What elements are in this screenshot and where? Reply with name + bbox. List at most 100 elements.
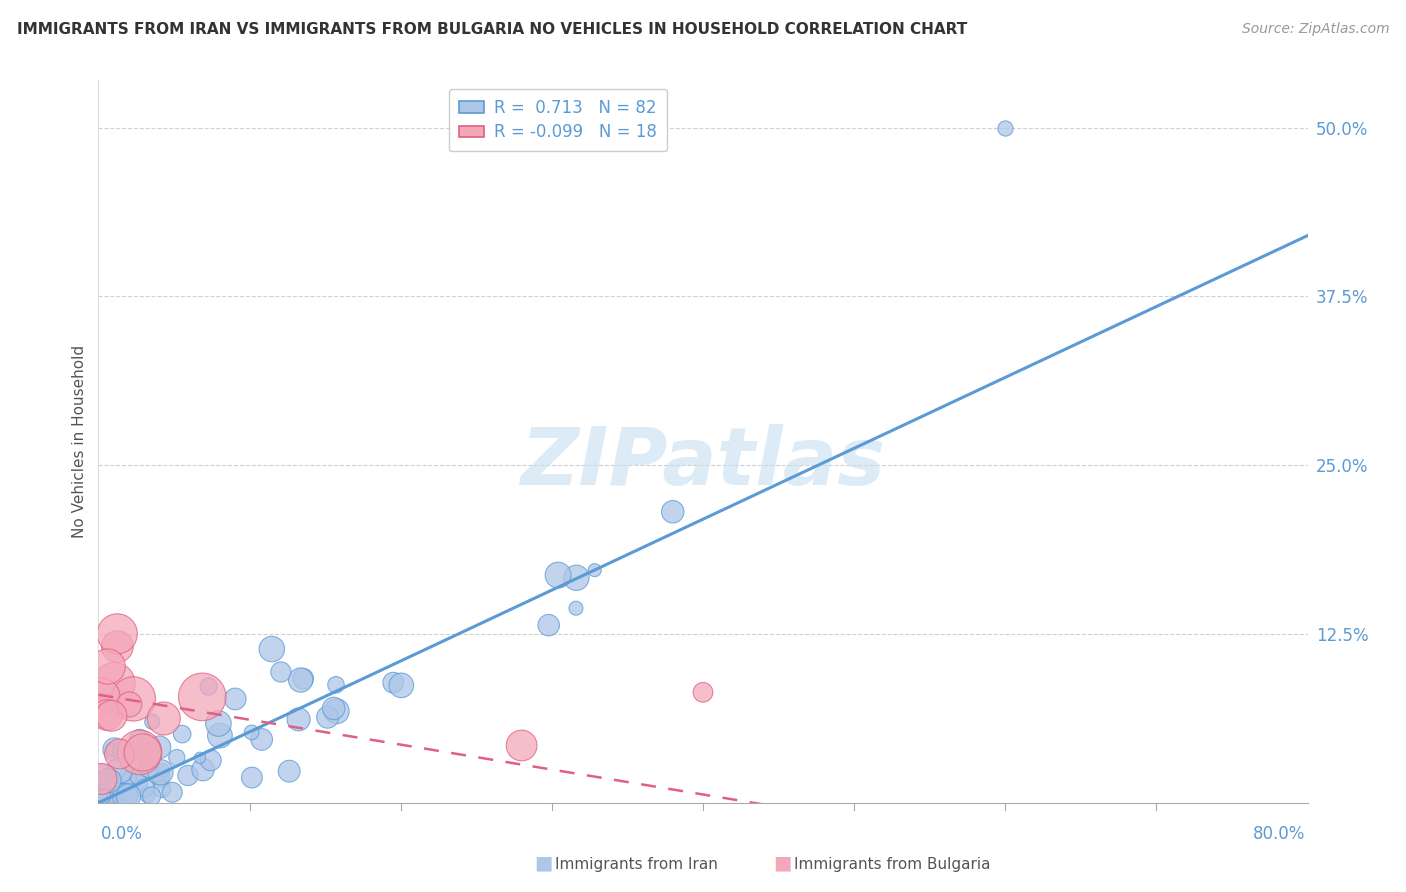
Point bbox=[90, 789, 112, 803]
Point bbox=[112, 789, 135, 803]
Point bbox=[177, 768, 200, 782]
Point bbox=[150, 782, 173, 797]
Legend: R =  0.713   N = 82, R = -0.099   N = 18: R = 0.713 N = 82, R = -0.099 N = 18 bbox=[449, 88, 666, 152]
Point bbox=[191, 690, 214, 704]
Point bbox=[510, 739, 533, 753]
Point bbox=[127, 770, 149, 784]
Point bbox=[240, 725, 263, 739]
Text: Immigrants from Bulgaria: Immigrants from Bulgaria bbox=[794, 857, 991, 872]
Point bbox=[565, 601, 588, 615]
Point bbox=[141, 714, 163, 729]
Point bbox=[224, 692, 246, 706]
Point bbox=[104, 742, 127, 756]
Point bbox=[583, 563, 606, 577]
Point bbox=[565, 571, 588, 585]
Text: ■: ■ bbox=[534, 854, 553, 872]
Point bbox=[278, 764, 301, 779]
Point bbox=[148, 740, 170, 755]
Text: Source: ZipAtlas.com: Source: ZipAtlas.com bbox=[1241, 22, 1389, 37]
Point bbox=[138, 761, 160, 775]
Point bbox=[188, 751, 211, 765]
Point bbox=[96, 708, 118, 723]
Point bbox=[141, 789, 163, 803]
Point bbox=[105, 640, 128, 654]
Point bbox=[112, 789, 135, 803]
Point bbox=[97, 659, 120, 673]
Point bbox=[120, 771, 142, 785]
Point bbox=[322, 701, 344, 715]
Point bbox=[103, 676, 125, 690]
Point bbox=[111, 789, 134, 803]
Point bbox=[118, 698, 141, 712]
Point bbox=[101, 743, 124, 757]
Point bbox=[197, 680, 219, 694]
Point bbox=[166, 750, 188, 764]
Point bbox=[101, 789, 124, 803]
Point bbox=[117, 789, 139, 803]
Point bbox=[110, 744, 132, 758]
Point bbox=[240, 771, 263, 785]
Point bbox=[661, 505, 683, 519]
Point bbox=[114, 789, 136, 803]
Text: 0.0%: 0.0% bbox=[101, 825, 143, 843]
Point bbox=[537, 618, 560, 632]
Point bbox=[90, 772, 112, 786]
Point bbox=[208, 729, 231, 743]
Point bbox=[118, 771, 141, 785]
Point bbox=[90, 783, 112, 797]
Point bbox=[325, 678, 347, 692]
Point bbox=[111, 789, 134, 803]
Point bbox=[316, 710, 339, 724]
Point bbox=[260, 642, 283, 657]
Point bbox=[90, 703, 112, 717]
Point bbox=[101, 784, 124, 798]
Point bbox=[90, 789, 112, 803]
Point bbox=[98, 789, 121, 803]
Point bbox=[153, 711, 176, 725]
Point bbox=[105, 627, 128, 641]
Point bbox=[149, 765, 172, 780]
Point bbox=[122, 692, 145, 706]
Point bbox=[292, 672, 315, 686]
Point bbox=[97, 773, 120, 788]
Point bbox=[94, 789, 117, 803]
Point bbox=[93, 789, 115, 803]
Point bbox=[112, 789, 135, 803]
Text: IMMIGRANTS FROM IRAN VS IMMIGRANTS FROM BULGARIA NO VEHICLES IN HOUSEHOLD CORREL: IMMIGRANTS FROM IRAN VS IMMIGRANTS FROM … bbox=[17, 22, 967, 37]
Point bbox=[100, 708, 122, 723]
Point bbox=[547, 568, 569, 582]
Point bbox=[250, 732, 273, 747]
Point bbox=[90, 690, 112, 704]
Point bbox=[125, 775, 148, 789]
Point bbox=[162, 785, 184, 799]
Text: 80.0%: 80.0% bbox=[1253, 825, 1305, 843]
Point bbox=[108, 747, 131, 761]
Point bbox=[103, 789, 125, 803]
Point bbox=[138, 747, 160, 762]
Point bbox=[325, 704, 347, 718]
Point bbox=[97, 789, 120, 803]
Point bbox=[270, 665, 292, 679]
Text: ZIPatlas: ZIPatlas bbox=[520, 425, 886, 502]
Point bbox=[90, 784, 112, 798]
Point bbox=[121, 746, 143, 760]
Point bbox=[149, 772, 172, 787]
Point bbox=[994, 120, 1017, 135]
Point bbox=[91, 770, 114, 784]
Point bbox=[692, 685, 714, 699]
Point bbox=[382, 675, 405, 690]
Point bbox=[91, 789, 114, 803]
Point bbox=[107, 789, 129, 803]
Point bbox=[93, 789, 115, 803]
Point bbox=[152, 763, 174, 777]
Point bbox=[207, 716, 229, 731]
Point bbox=[200, 753, 222, 767]
Point bbox=[136, 788, 159, 802]
Point bbox=[149, 769, 172, 783]
Text: ■: ■ bbox=[773, 854, 792, 872]
Point bbox=[96, 789, 118, 803]
Point bbox=[134, 781, 156, 796]
Text: Immigrants from Iran: Immigrants from Iran bbox=[555, 857, 718, 872]
Point bbox=[98, 789, 121, 803]
Point bbox=[287, 712, 309, 726]
